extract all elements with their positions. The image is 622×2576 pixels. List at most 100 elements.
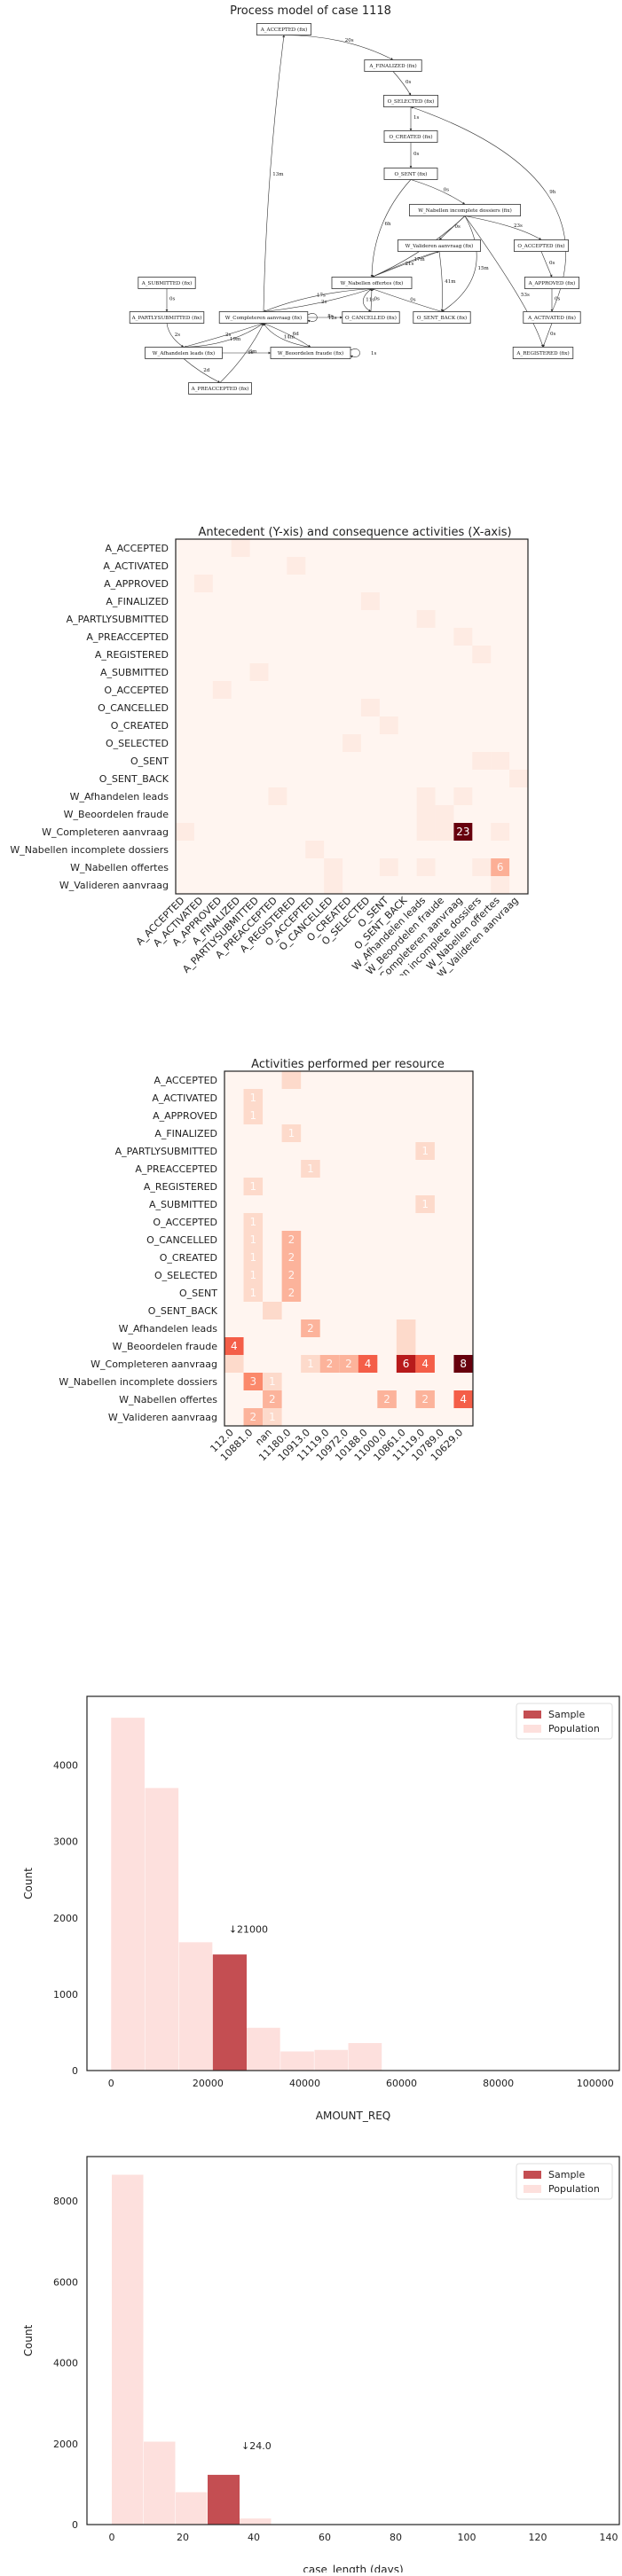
heatmap-row-label: O_SENT_BACK <box>148 1305 218 1317</box>
node-o-cancelled: O_CANCELLED (fix) <box>342 311 400 324</box>
heatmap-cell <box>415 1390 435 1408</box>
node-w-beoordelen: W_Beoordelen fraude (fix) <box>270 347 351 359</box>
node-label: A_FINALIZED (fix) <box>368 63 416 69</box>
heatmap-background <box>176 539 528 894</box>
node-o-sent-back: O_SENT_BACK (fix) <box>413 311 471 324</box>
heatmap-row-label: A_FINALIZED <box>154 1128 217 1139</box>
case-length-histogram-panel: 0 20 40 60 80 100 120 140 0 2000 4000 6000 8000 case_… <box>0 2155 622 2576</box>
edge-label: 6d <box>293 332 299 337</box>
heatmap-value-label: 1 <box>307 1358 314 1370</box>
heatmap-cell <box>243 1408 264 1426</box>
edge <box>263 287 373 312</box>
x-tick-label: 0 <box>109 2532 115 2543</box>
edge-label: 0s <box>555 297 560 302</box>
heatmap-row-label: A_ACCEPTED <box>154 1075 217 1086</box>
heatmap-value-label: 1 <box>249 1269 256 1281</box>
heatmap-value-label: 1 <box>249 1233 256 1246</box>
edge <box>362 288 373 312</box>
node-o-sent: O_SENT (fix) <box>383 168 438 180</box>
y-tick-label: 1000 <box>53 1989 78 2001</box>
heatmap-cell <box>324 858 343 876</box>
node-label: O_SENT_BACK (fix) <box>417 315 467 321</box>
x-tick-label: 120 <box>529 2532 547 2543</box>
heatmap-value-label: 2 <box>288 1251 295 1264</box>
edge-label: 2s <box>225 333 231 338</box>
heatmap-cell <box>491 823 510 841</box>
edge-label: 0s <box>374 297 380 302</box>
y-tick-label: 3000 <box>53 1836 78 1848</box>
antecedent-heatmap: Antecedent (Y-xis) and consequence activ… <box>10 526 529 1014</box>
edge-label: 1s <box>413 115 419 121</box>
heatmap-row-label: O_SENT_BACK <box>99 773 169 785</box>
edge <box>392 71 412 96</box>
heatmap-cell <box>243 1178 264 1195</box>
edge-label: 41m <box>445 279 456 285</box>
resource-heatmap: Activities performed per resource 1 1 1 1 1 1… <box>59 1058 474 1463</box>
heatmap-cell <box>224 1355 244 1373</box>
heatmap-row-label: A_PREACCEPTED <box>86 631 169 643</box>
heatmap-value-label: 2 <box>383 1393 390 1405</box>
x-tick-label: 40000 <box>289 2078 320 2089</box>
heatmap-value-label: 1 <box>307 1163 314 1175</box>
heatmap-value-label: 2 <box>288 1233 295 1246</box>
heatmap-cell <box>268 787 287 805</box>
node-label: A_REGISTERED (fix) <box>516 350 569 356</box>
x-tick-label: 20000 <box>193 2078 224 2089</box>
edge <box>540 251 553 278</box>
heatmap-value-label: 2 <box>249 1411 256 1423</box>
antecedent-heatmap-title: Antecedent (Y-xis) and consequence activ… <box>198 526 511 539</box>
heatmap-row-label: A_FINALIZED <box>106 596 169 607</box>
plot-frame <box>86 1695 620 2071</box>
heatmap-row-label: A_ACTIVATED <box>103 560 169 572</box>
heatmap-row-label: A_SUBMITTED <box>100 667 169 678</box>
heatmap-row-label: A_APPROVED <box>153 1110 217 1122</box>
case-length-histogram: 0 20 40 60 80 100 120 140 0 2000 4000 6000 8000 case_… <box>22 2156 620 2576</box>
node-label: W_Nabellen offertes (fix) <box>341 280 404 286</box>
heatmap-cell <box>263 1390 282 1408</box>
x-tick-label: 100 <box>458 2532 476 2543</box>
edge-label: 20s <box>345 38 354 43</box>
edge-label: 6s <box>248 350 253 356</box>
x-axis-label: AMOUNT_REQ <box>316 2110 390 2122</box>
heatmap-row-label: A_PARTLYSUBMITTED <box>115 1146 217 1157</box>
edge <box>410 179 466 205</box>
heatmap-cell <box>472 646 492 663</box>
heatmap-value-label: 1 <box>249 1216 256 1228</box>
y-axis-label: Count <box>22 2324 35 2356</box>
heatmap-cell <box>263 1302 282 1319</box>
heatmap-row-label: A_PREACCEPTED <box>135 1163 217 1175</box>
heatmap-cell <box>176 823 194 841</box>
heatmap-row-label: W_Beoordelen fraude <box>64 809 169 820</box>
heatmap-row-label: W_Afhandelen leads <box>119 1323 218 1335</box>
heatmap-value-label: 1 <box>249 1287 256 1299</box>
edge <box>263 35 286 312</box>
edge <box>350 348 360 358</box>
population-bar <box>144 2441 176 2525</box>
edge <box>263 288 373 312</box>
plot-frame <box>86 2156 620 2525</box>
node-w-afhandelen: W_Afhandelen leads (fix) <box>145 347 223 359</box>
node-a-registered: A_REGISTERED (fix) <box>512 347 574 359</box>
legend-sample-swatch <box>524 2171 541 2179</box>
edge <box>219 323 264 383</box>
node-a-preaccepted: A_PREACCEPTED (fix) <box>188 382 252 395</box>
edge-label: 0s <box>550 332 555 337</box>
heatmap-value-label: 1 <box>249 1109 256 1122</box>
heatmap-value-label: 2 <box>421 1393 429 1405</box>
edge-label: 19m <box>230 337 241 342</box>
node-w-completeren: W_Completeren aanvraag (fix) <box>218 311 309 324</box>
population-bar <box>314 2049 349 2071</box>
heatmap-cell <box>301 1319 320 1337</box>
edge-label: 15m <box>478 266 490 271</box>
edge-label: 2s <box>175 333 180 338</box>
heatmap-value-label: 6 <box>497 861 504 873</box>
heatmap-row-label: O_SELECTED <box>106 738 169 749</box>
heatmap-value-label: 3 <box>249 1375 256 1388</box>
node-label: A_APPROVED (fix) <box>528 280 576 286</box>
node-label: W_Beoordelen fraude (fix) <box>278 350 343 356</box>
heatmap-cell <box>243 1107 264 1124</box>
heatmap-value-label: 2 <box>345 1358 352 1370</box>
heatmap-value-label: 1 <box>269 1375 276 1388</box>
node-label: W_Nabellen incomplete dossiers (fix) <box>418 207 512 214</box>
edge-label: 2d <box>203 368 209 373</box>
